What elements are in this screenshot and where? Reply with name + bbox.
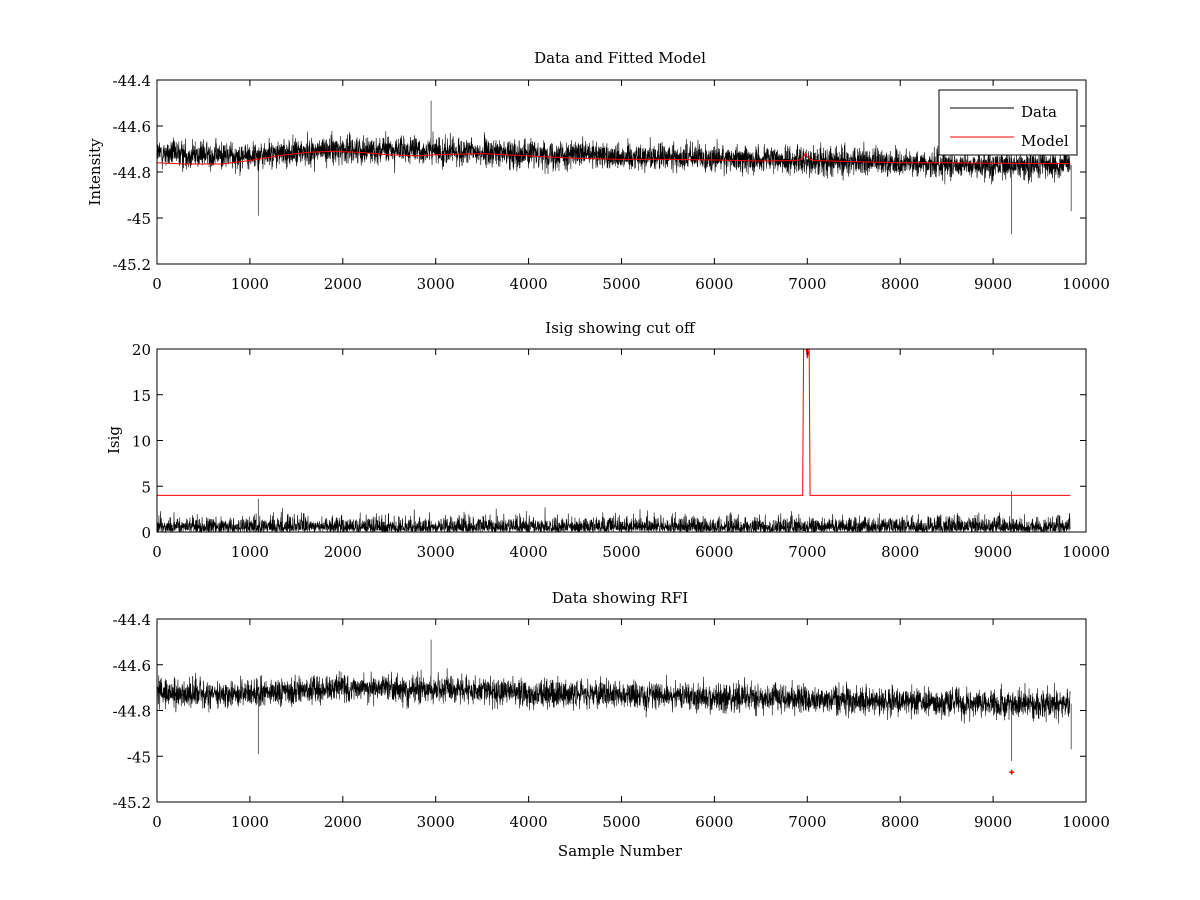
x-tick-label: 3000: [417, 813, 455, 831]
x-tick-label: 4000: [510, 543, 548, 561]
legend-data-label: Data: [1021, 103, 1057, 121]
panel-2-ylabel: Isig: [105, 426, 123, 454]
panel-3-series-group: [157, 639, 1072, 775]
panel-3-title: Data showing RFI: [552, 589, 688, 607]
y-tick-label: -44.4: [113, 72, 151, 90]
x-tick-label: 10000: [1062, 275, 1110, 293]
x-tick-label: 0: [152, 543, 162, 561]
x-tick-label: 8000: [881, 543, 919, 561]
y-tick-label: -45: [127, 210, 151, 228]
x-tick-label: 8000: [881, 813, 919, 831]
x-tick-label: 4000: [510, 813, 548, 831]
x-tick-label: 0: [152, 813, 162, 831]
y-tick-label: -44.8: [113, 703, 151, 721]
y-tick-label: -44.8: [113, 164, 151, 182]
x-tick-label: 1000: [231, 275, 269, 293]
x-tick-label: 8000: [881, 275, 919, 293]
panel-3-plot-area: [157, 639, 1072, 775]
y-tick-label: 15: [132, 387, 151, 405]
x-tick-label: 7000: [788, 275, 826, 293]
panel-1-title: Data and Fitted Model: [534, 49, 706, 67]
panel-2-ticks: 0 1000 2000 3000 4000 5000 6000 7000 8000 9000 100…: [132, 341, 1110, 561]
x-tick-label: 6000: [695, 543, 733, 561]
panel-1-series-data: [157, 100, 1072, 235]
x-tick-label: 3000: [417, 275, 455, 293]
panel-rfi: Data showing RFI 0 1000 2000 3000 4000 5000 60…: [113, 589, 1110, 860]
x-tick-label: 6000: [695, 813, 733, 831]
panel-3-series-trace-2-marker-1: [1009, 769, 1015, 775]
x-tick-label: 1000: [231, 543, 269, 561]
y-tick-label: 20: [132, 341, 151, 359]
panel-isig: Isig showing cut off Isig 0 1000 2000 3000 4…: [105, 319, 1110, 561]
panel-2-title: Isig showing cut off: [545, 319, 696, 337]
figure-xlabel: Sample Number: [558, 842, 683, 860]
panel-1-series-model: [157, 150, 1071, 165]
y-tick-label: 10: [132, 433, 151, 451]
x-tick-label: 10000: [1062, 813, 1110, 831]
panel-3-series-trace-1: [157, 639, 1072, 761]
panel-1-ylabel: Intensity: [86, 138, 104, 206]
x-tick-label: 1000: [231, 813, 269, 831]
y-tick-label: -44.4: [113, 611, 151, 629]
x-tick-label: 5000: [602, 813, 640, 831]
panel-1-plot-area: [157, 100, 1072, 235]
panel-3-ticks: 0 1000 2000 3000 4000 5000 6000 7000 8000 9000 100…: [113, 611, 1110, 831]
y-tick-label: 5: [141, 478, 151, 496]
x-tick-label: 6000: [695, 275, 733, 293]
x-tick-label: 2000: [324, 543, 362, 561]
panel-2-series-trace-1: [157, 490, 1071, 532]
y-tick-label: -45.2: [113, 256, 151, 274]
y-tick-label: -45: [127, 748, 151, 766]
y-tick-label: 0: [141, 524, 151, 542]
x-tick-label: 2000: [324, 275, 362, 293]
x-tick-label: 9000: [974, 813, 1012, 831]
y-tick-label: -45.2: [113, 794, 151, 812]
x-tick-label: 3000: [417, 543, 455, 561]
x-tick-label: 2000: [324, 813, 362, 831]
panel-1-legend: Data Model: [938, 89, 1078, 156]
x-tick-label: 0: [152, 275, 162, 293]
panel-1-series-group: [157, 100, 1072, 235]
x-tick-label: 5000: [602, 543, 640, 561]
x-tick-label: 5000: [602, 275, 640, 293]
x-tick-label: 4000: [510, 275, 548, 293]
x-tick-label: 9000: [974, 543, 1012, 561]
y-tick-label: -44.6: [113, 118, 151, 136]
panel-1-ticks: 0 1000 2000 3000 4000 5000 6000 7000 8000 9000 100…: [113, 72, 1110, 293]
y-tick-label: -44.6: [113, 657, 151, 675]
x-tick-label: 10000: [1062, 543, 1110, 561]
x-tick-label: 9000: [974, 275, 1012, 293]
legend-model-label: Model: [1021, 132, 1069, 150]
panel-data-and-model: Data and Fitted Model Intensity 0 1000 200…: [86, 49, 1110, 293]
legend-box: [938, 89, 1078, 156]
x-tick-label: 7000: [788, 543, 826, 561]
x-tick-label: 7000: [788, 813, 826, 831]
